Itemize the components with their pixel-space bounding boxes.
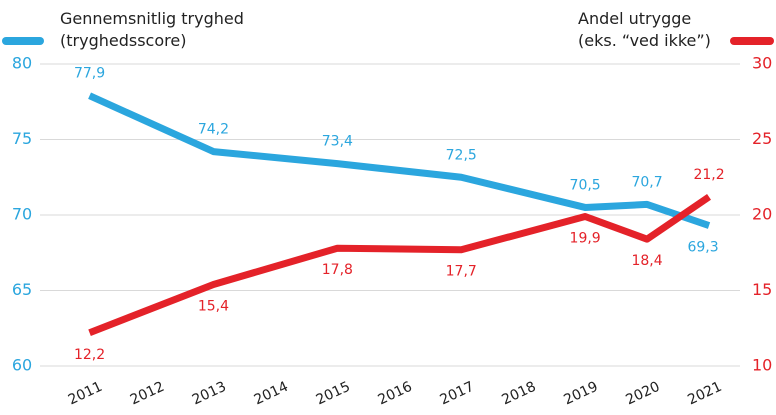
data-label: 77,9 (74, 66, 105, 82)
y2-tick-label: 30 (752, 54, 772, 73)
legend-label: Andel utrygge (eks. “ved ikke”) (578, 9, 711, 50)
y2-tick-label: 25 (752, 129, 772, 148)
x-tick-label: 2018 (500, 379, 539, 409)
x-tick-label: 2021 (685, 379, 724, 409)
data-label: 19,9 (570, 231, 601, 247)
y-tick-label: 60 (12, 356, 32, 375)
x-tick-label: 2015 (314, 379, 353, 409)
data-label: 70,7 (631, 174, 662, 190)
data-label: 17,7 (446, 264, 477, 280)
series-line (88, 193, 711, 337)
x-tick-label: 2011 (66, 379, 105, 409)
y-tick-label: 65 (12, 280, 32, 299)
data-label: 15,4 (198, 298, 229, 314)
y-tick-label: 75 (12, 129, 32, 148)
data-label: 69,3 (687, 240, 718, 256)
series-line (88, 92, 711, 229)
data-label: 70,5 (570, 177, 601, 193)
y2-tick-label: 20 (752, 205, 772, 224)
x-tick-label: 2017 (438, 379, 477, 409)
x-tick-label: 2013 (190, 379, 229, 409)
data-label: 73,4 (322, 134, 353, 150)
data-label: 74,2 (198, 122, 229, 138)
x-tick-label: 2012 (128, 379, 167, 409)
x-tick-label: 2019 (561, 379, 600, 409)
x-tick-label: 2020 (623, 379, 662, 409)
x-tick-label: 2016 (376, 379, 415, 409)
y-tick-label: 70 (12, 205, 32, 224)
y2-tick-label: 10 (752, 356, 772, 375)
data-label: 17,8 (322, 262, 353, 278)
x-tick-label: 2014 (252, 379, 291, 409)
data-label: 21,2 (693, 167, 724, 183)
legend-label: Gennemsnitlig tryghed (tryghedsscore) (60, 9, 244, 50)
y2-tick-label: 15 (752, 280, 772, 299)
data-label: 72,5 (446, 147, 477, 163)
data-label: 18,4 (631, 253, 662, 269)
data-label: 12,2 (74, 347, 105, 363)
y-tick-label: 80 (12, 54, 32, 73)
